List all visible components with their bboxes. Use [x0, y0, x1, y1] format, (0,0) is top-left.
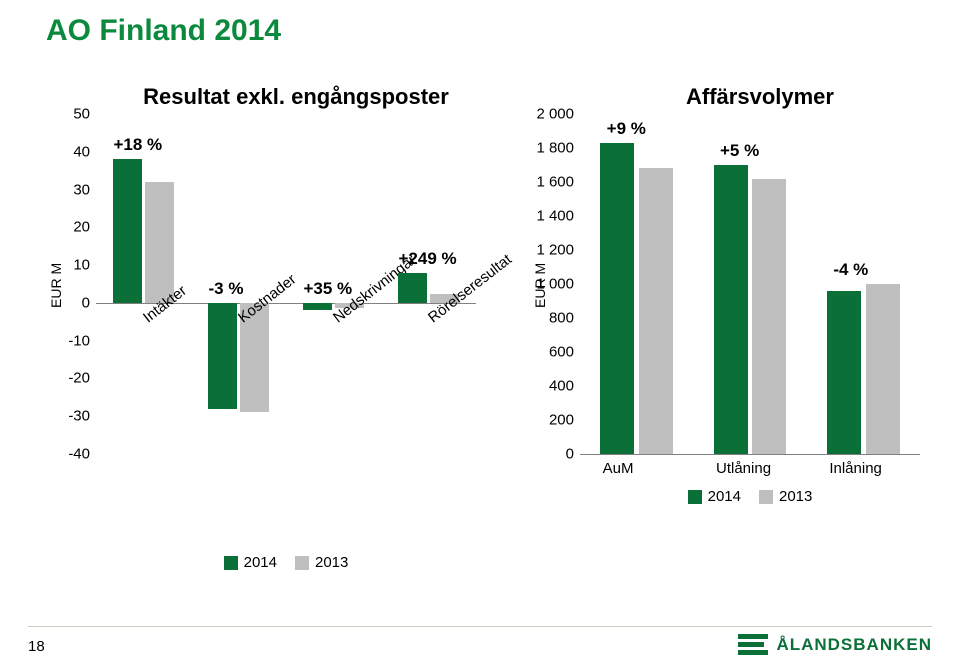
bar	[752, 179, 786, 454]
annotation: +9 %	[607, 119, 646, 139]
ytick: 400	[549, 378, 574, 395]
right-chart-title: Affärsvolymer	[590, 84, 930, 110]
right-chart: Affärsvolymer 02004006008001 0001 2001 4…	[520, 84, 940, 584]
left-chart-title: Resultat exkl. engångsposter	[106, 84, 486, 110]
ytick: 50	[73, 106, 90, 123]
legend-item-2013: 2013	[295, 554, 348, 571]
ytick: -10	[68, 332, 90, 349]
ytick: 800	[549, 310, 574, 327]
right-legend: 2014 2013	[580, 488, 920, 505]
left-legend: 2014 2013	[96, 554, 476, 571]
ytick: 1 400	[536, 208, 574, 225]
ytick: 1 600	[536, 174, 574, 191]
legend-label-2014: 2014	[708, 488, 741, 505]
slide-title: AO Finland 2014	[46, 14, 281, 48]
bar	[145, 182, 174, 303]
legend-label-2014: 2014	[244, 554, 277, 571]
ytick: 0	[82, 294, 90, 311]
right-ylabel: EUR M	[532, 263, 548, 308]
ytick: 30	[73, 181, 90, 198]
bar	[113, 159, 142, 303]
ytick: -30	[68, 408, 90, 425]
legend-swatch-2014	[688, 490, 702, 504]
legend-item-2013: 2013	[759, 488, 812, 505]
ytick: 10	[73, 257, 90, 274]
annotation: -3 %	[209, 279, 244, 299]
footer-divider	[28, 626, 932, 627]
ytick: 20	[73, 219, 90, 236]
bar	[714, 165, 748, 454]
logo-text: ÅLANDSBANKEN	[776, 635, 932, 655]
category-label: AuM	[603, 460, 634, 477]
bar	[600, 143, 634, 454]
legend-label-2013: 2013	[779, 488, 812, 505]
legend-item-2014: 2014	[224, 554, 277, 571]
category-label: Utlåning	[716, 460, 771, 477]
annotation: +5 %	[720, 141, 759, 161]
right-plot: 02004006008001 0001 2001 4001 6001 8002 …	[580, 114, 920, 455]
left-chart: Resultat exkl. engångsposter -40-30-20-1…	[36, 84, 496, 584]
slide: { "colors": { "title": "#0b8a3e", "text"…	[0, 0, 960, 669]
bar	[827, 291, 861, 454]
logo-mark	[738, 634, 768, 655]
bar	[398, 273, 427, 303]
bar	[866, 284, 900, 454]
ytick: -20	[68, 370, 90, 387]
left-plot: -40-30-20-1001020304050+18 %Intäkter-3 %…	[96, 114, 476, 455]
bar	[303, 303, 332, 311]
ytick: 600	[549, 344, 574, 361]
annotation: +18 %	[114, 135, 163, 155]
annotation: +35 %	[304, 279, 353, 299]
bar	[208, 303, 237, 409]
bar	[639, 168, 673, 454]
legend-swatch-2013	[759, 490, 773, 504]
legend-swatch-2014	[224, 556, 238, 570]
annotation: -4 %	[833, 260, 868, 280]
page-number: 18	[28, 638, 45, 655]
ytick: -40	[68, 446, 90, 463]
ytick: 1 800	[536, 140, 574, 157]
ytick: 200	[549, 412, 574, 429]
category-label: Inlåning	[829, 460, 882, 477]
legend-swatch-2013	[295, 556, 309, 570]
logo: ÅLANDSBANKEN	[738, 634, 932, 655]
legend-item-2014: 2014	[688, 488, 741, 505]
ytick: 1 200	[536, 242, 574, 259]
ytick: 2 000	[536, 106, 574, 123]
annotation: +249 %	[399, 249, 457, 269]
ytick: 40	[73, 143, 90, 160]
ytick: 0	[566, 446, 574, 463]
legend-label-2013: 2013	[315, 554, 348, 571]
left-ylabel: EUR M	[48, 263, 64, 308]
